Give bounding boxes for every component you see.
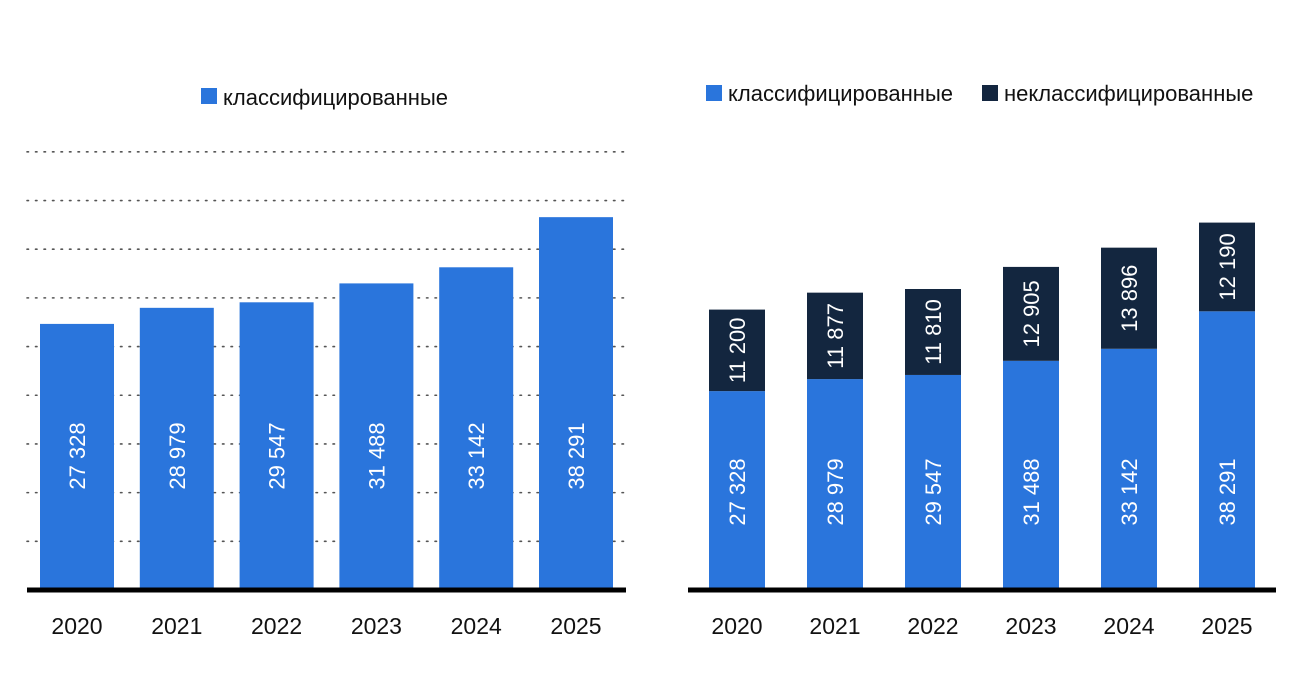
left-bar-label-2021: 28 979 — [165, 422, 190, 489]
left-x-tick-2022: 2022 — [251, 613, 302, 639]
left-x-tick-2025: 2025 — [550, 613, 601, 639]
right-bar-label-unclassified-2024: 13 896 — [1117, 265, 1142, 332]
right-legend: классифицированные неклассифицированные — [706, 81, 1253, 106]
left-bar-label-2023: 31 488 — [364, 422, 389, 489]
right-bar-unclassified-2025 — [1199, 222, 1255, 312]
right-legend-swatch-unclassified — [982, 85, 998, 101]
left-legend: классифицированные — [201, 85, 448, 110]
left-bar-2020 — [40, 323, 114, 590]
right-bar-label-unclassified-2025: 12 190 — [1215, 233, 1240, 300]
right-x-tick-2021: 2021 — [809, 613, 860, 639]
right-bar-classified-2020 — [709, 391, 765, 590]
left-bar-2022 — [239, 302, 314, 590]
right-bar-classified-2022 — [905, 374, 961, 590]
left-legend-swatch-classified — [201, 88, 217, 104]
right-bar-classified-2025 — [1199, 311, 1255, 590]
left-x-ticks: 2020 2021 2022 2023 2024 2025 — [51, 613, 601, 639]
right-x-tick-2023: 2023 — [1005, 613, 1056, 639]
left-gridlines — [26, 151, 627, 543]
right-x-tick-2020: 2020 — [711, 613, 762, 639]
right-bar-label-classified-2024: 33 142 — [1117, 458, 1142, 525]
left-x-tick-2021: 2021 — [151, 613, 202, 639]
right-bar-label-classified-2023: 31 488 — [1019, 458, 1044, 525]
right-bar-label-classified-2022: 29 547 — [921, 458, 946, 525]
right-x-tick-2025: 2025 — [1201, 613, 1252, 639]
right-x-tick-2022: 2022 — [907, 613, 958, 639]
right-bar-label-unclassified-2022: 11 810 — [921, 299, 946, 365]
left-bar-2024 — [439, 267, 514, 590]
right-bar-unclassified-2021 — [807, 292, 863, 380]
left-bar-2025 — [539, 217, 613, 590]
right-bar-classified-2021 — [807, 379, 863, 590]
right-bar-label-unclassified-2021: 11 877 — [823, 303, 848, 369]
right-bar-classified-2023 — [1003, 360, 1059, 590]
left-bar-2021 — [139, 307, 214, 590]
left-bar-label-2022: 29 547 — [265, 422, 290, 489]
left-bar-label-2020: 27 328 — [65, 422, 90, 489]
right-legend-label-classified: классифицированные — [728, 81, 953, 106]
left-legend-label-classified: классифицированные — [223, 85, 448, 110]
left-bars: 27 328 28 979 29 547 31 488 33 142 38 291 — [40, 217, 613, 590]
right-bar-label-unclassified-2023: 12 905 — [1019, 280, 1044, 347]
right-bar-unclassified-2022 — [905, 289, 961, 375]
left-x-tick-2024: 2024 — [451, 613, 502, 639]
right-bar-unclassified-2024 — [1101, 247, 1157, 349]
left-x-tick-2020: 2020 — [51, 613, 102, 639]
left-bar-label-2025: 38 291 — [564, 422, 589, 489]
right-bar-classified-2024 — [1101, 348, 1157, 590]
left-bar-label-2024: 33 142 — [464, 422, 489, 489]
right-legend-label-unclassified: неклассифицированные — [1004, 81, 1253, 106]
right-bar-unclassified-2023 — [1003, 266, 1059, 361]
right-bar-label-classified-2020: 27 328 — [725, 458, 750, 525]
right-x-tick-2024: 2024 — [1103, 613, 1154, 639]
right-x-ticks: 2020 2021 2022 2023 2024 2025 — [711, 613, 1252, 639]
left-x-tick-2023: 2023 — [351, 613, 402, 639]
right-bars: 27 328 11 200 28 979 11 877 29 547 11 810 31 4… — [709, 222, 1255, 590]
right-legend-swatch-classified — [706, 85, 722, 101]
right-bar-unclassified-2020 — [709, 309, 765, 392]
right-bar-label-classified-2025: 38 291 — [1215, 458, 1240, 525]
left-bar-2023 — [339, 283, 414, 590]
right-bar-label-unclassified-2020: 11 200 — [725, 318, 750, 384]
right-bar-label-classified-2021: 28 979 — [823, 458, 848, 525]
